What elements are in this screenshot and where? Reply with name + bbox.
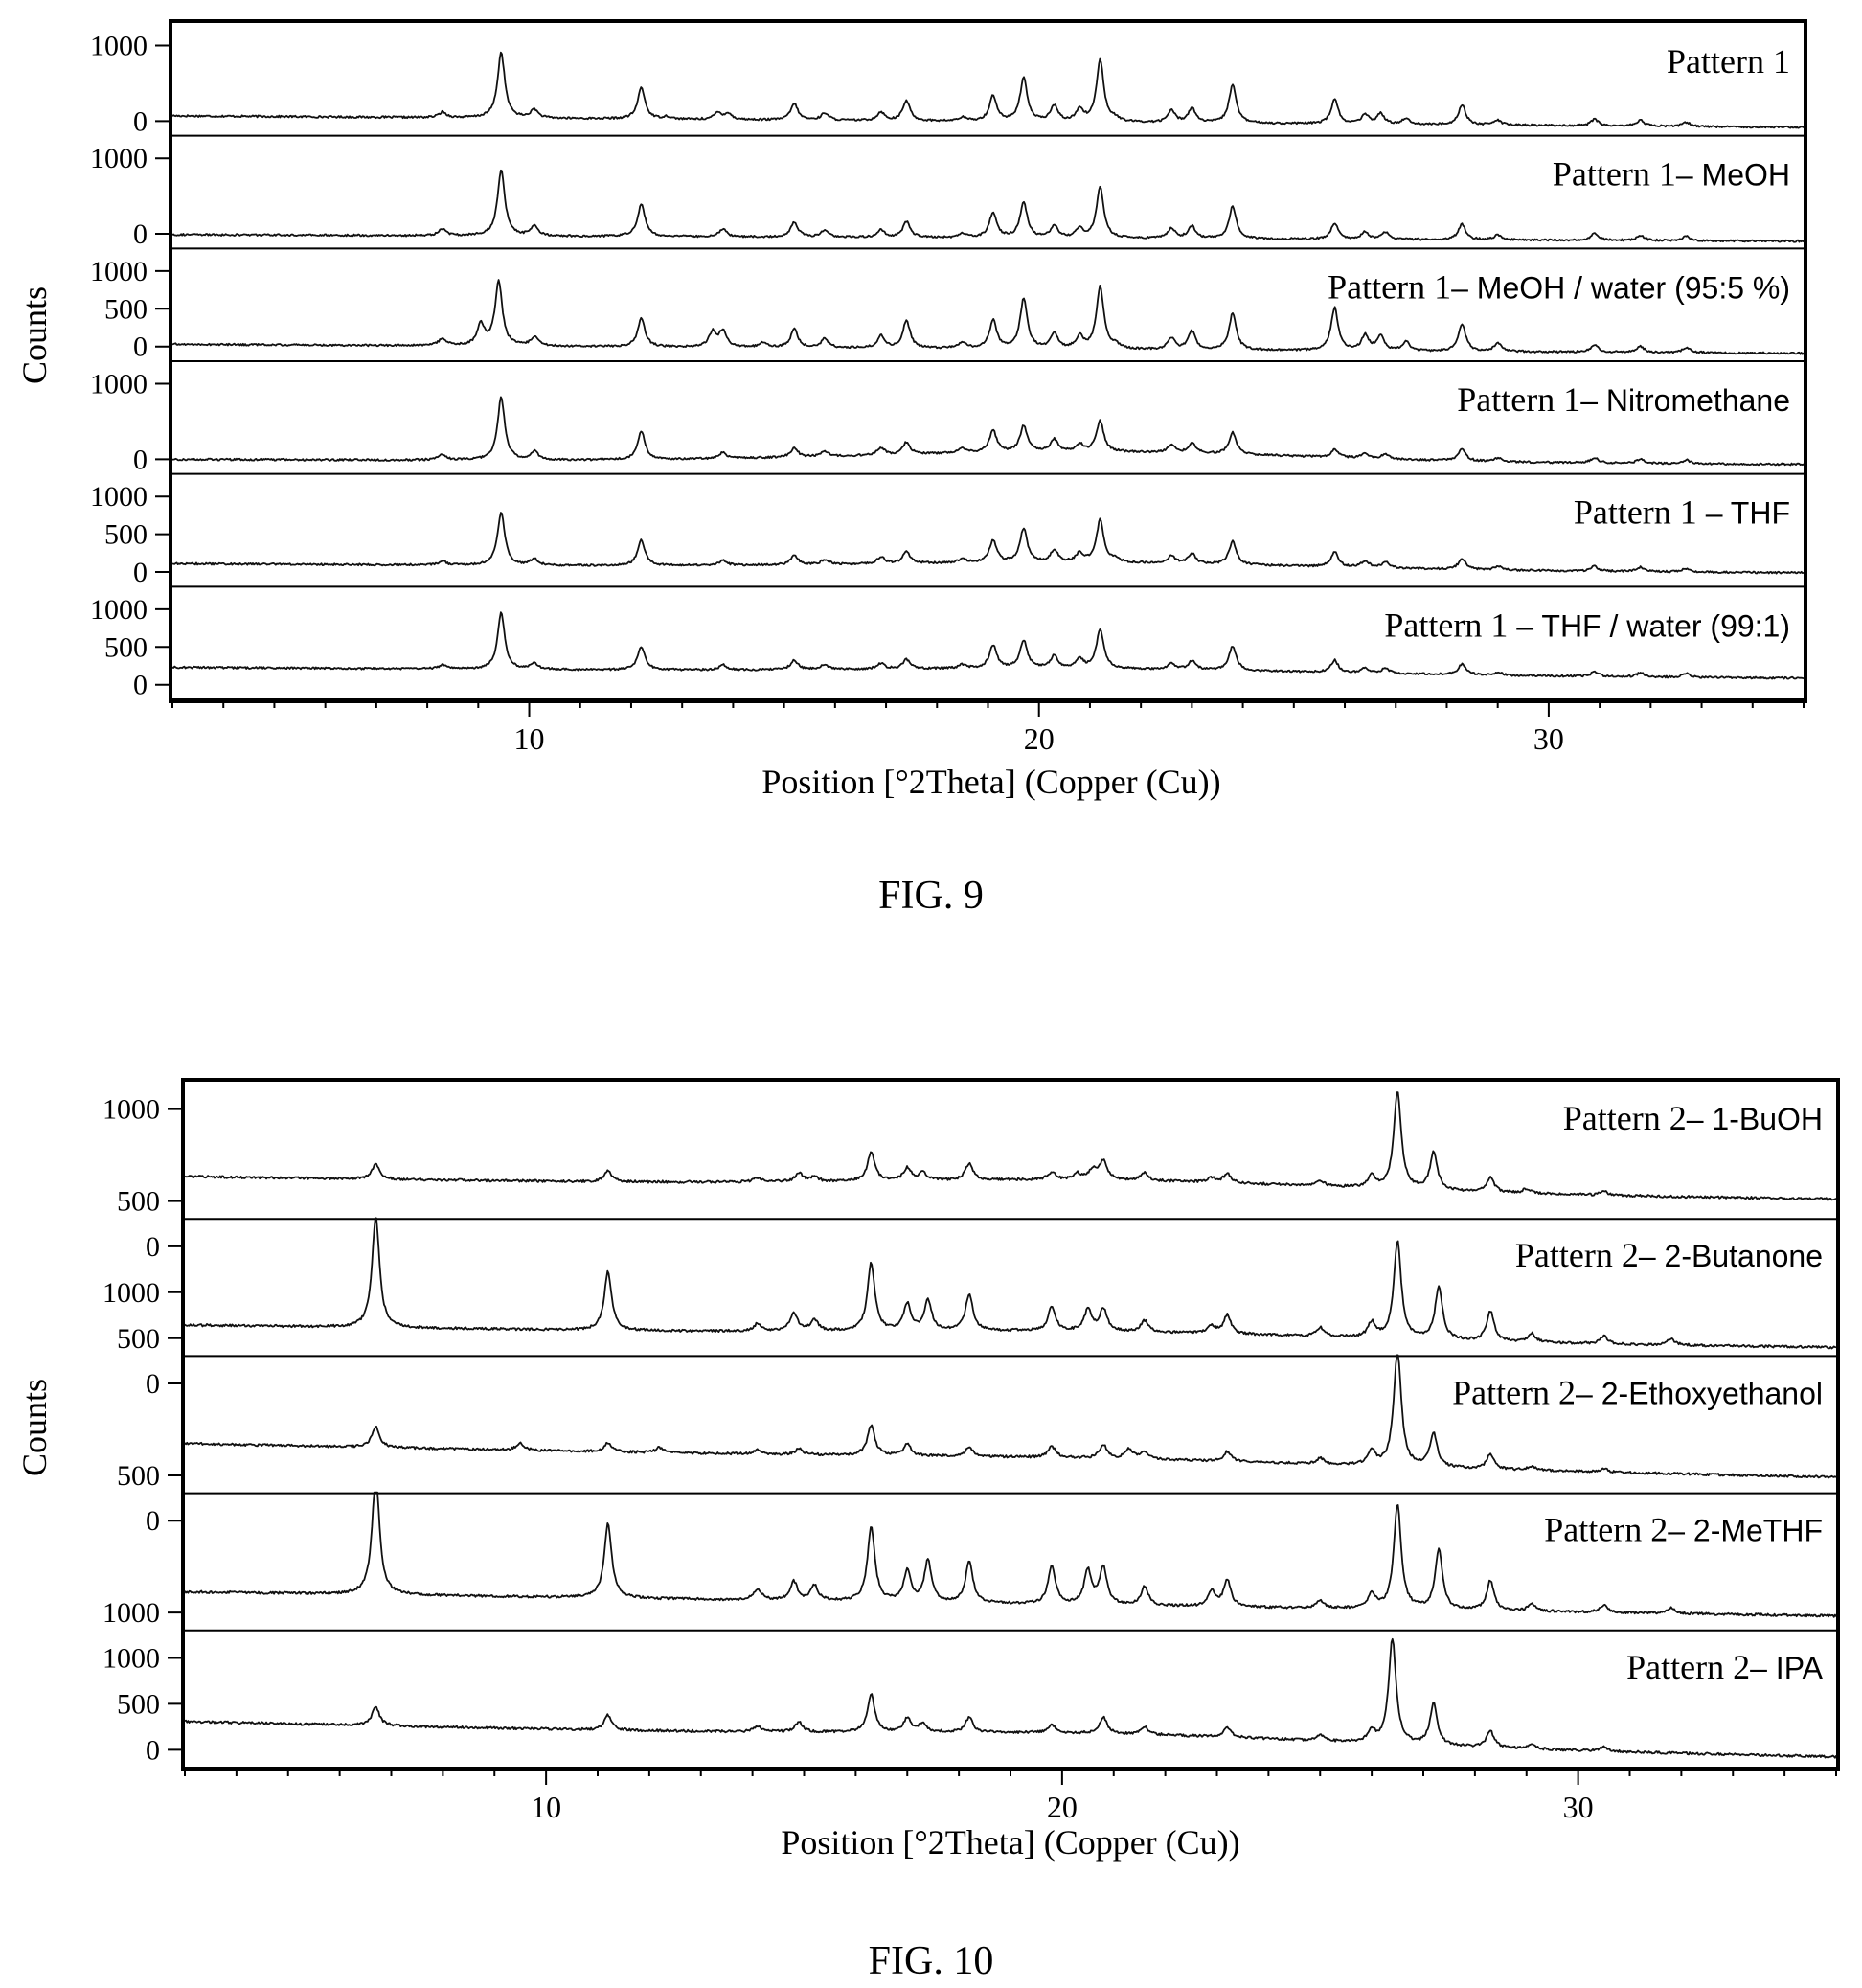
y-tick-label: 0 [133, 105, 148, 137]
y-tick-label: 500 [104, 631, 148, 663]
series-label-pattern: Pattern 1 [1384, 606, 1508, 644]
x-tick-label: 30 [1533, 721, 1564, 756]
y-tick-label: 1000 [90, 143, 148, 174]
y-tick-label: 1000 [102, 1094, 160, 1126]
y-tick-label: 500 [117, 1688, 160, 1720]
x-tick-label: 20 [1047, 1790, 1078, 1824]
y-tick-label: 1000 [90, 31, 148, 62]
series-label: Pattern 2– 1-BuOH [1563, 1099, 1823, 1137]
y-tick-label: 1000 [102, 1277, 160, 1309]
y-tick-label: 1000 [90, 256, 148, 287]
y-tick-label: 0 [146, 1734, 160, 1766]
y-tick-label: 500 [104, 293, 148, 325]
fig10-x-axis-label: Position [°2Theta] (Copper (Cu)) [781, 1823, 1239, 1862]
series-label-pattern: Pattern 2 [1563, 1099, 1687, 1137]
xrpd-trace [184, 1637, 1837, 1759]
x-tick-label: 10 [514, 721, 545, 756]
y-tick-label: 1000 [90, 369, 148, 400]
y-tick-label: 0 [146, 1368, 160, 1400]
y-tick-label: 500 [104, 519, 148, 551]
series-label-pattern: Pattern 2 [1452, 1373, 1576, 1411]
fig10-y-axis-label: Counts [15, 1379, 54, 1476]
y-tick-label: 0 [133, 557, 148, 588]
fig9-x-axis: 10 20 30 [171, 698, 1805, 756]
series-label: Pattern 1– Nitromethane [1457, 380, 1790, 419]
series-label-suffix: – 2-Butanone [1639, 1239, 1823, 1273]
y-tick-label: 0 [133, 331, 148, 363]
series-label: Pattern 2– IPA [1626, 1648, 1824, 1686]
xrpd-trace [171, 611, 1805, 680]
series-label-pattern: Pattern 1 [1574, 493, 1697, 532]
series-label-suffix: – THF [1697, 496, 1790, 531]
series-label-suffix: – MeOH [1676, 158, 1790, 193]
xrpd-trace [171, 512, 1805, 575]
series-label: Pattern 1– MeOH [1553, 155, 1790, 194]
series-label-suffix: – Nitromethane [1580, 383, 1790, 418]
series-label-suffix: – MeOH / water (95:5 %) [1451, 270, 1790, 305]
series-label: Pattern 2– 2-Butanone [1515, 1236, 1823, 1274]
xrpd-trace [184, 1354, 1837, 1479]
fig10-caption: FIG. 10 [869, 1939, 994, 1983]
y-tick-label: 0 [133, 670, 148, 701]
series-label: Pattern 1 – THF / water (99:1) [1384, 606, 1790, 644]
xrpd-trace [184, 1491, 1837, 1618]
series-label: Pattern 1 – THF [1574, 493, 1790, 532]
xrpd-trace [171, 396, 1805, 467]
series-label: Pattern 1– MeOH / water (95:5 %) [1328, 267, 1790, 306]
series-label-pattern: Pattern 1 [1328, 267, 1451, 306]
y-tick-label: 1000 [102, 1642, 160, 1674]
x-tick-label: 30 [1563, 1790, 1594, 1824]
fig9-caption: FIG. 9 [878, 874, 984, 918]
fig10-x-axis: 10 20 30 [184, 1767, 1837, 1824]
series-label-suffix: – IPA [1750, 1651, 1824, 1685]
series-label-pattern: Pattern 1 [1667, 42, 1790, 80]
fig9-x-axis-label: Position [°2Theta] (Copper (Cu)) [761, 763, 1220, 801]
series-label-pattern: Pattern 2 [1544, 1511, 1668, 1549]
y-tick-label: 0 [146, 1505, 160, 1537]
series-label-pattern: Pattern 2 [1626, 1648, 1750, 1686]
fig10-frame [181, 1078, 1840, 1771]
y-tick-label: 500 [117, 1323, 160, 1355]
series-label-pattern: Pattern 2 [1515, 1236, 1639, 1274]
series-label-suffix: – THF / water (99:1) [1508, 608, 1790, 643]
fig9-y-axis-label: Counts [15, 286, 54, 384]
y-tick-label: 500 [117, 1186, 160, 1218]
y-tick-label: 0 [133, 218, 148, 250]
xrpd-trace [184, 1217, 1837, 1350]
xrpd-trace [171, 51, 1805, 129]
series-label: Pattern 1 [1667, 42, 1790, 80]
y-tick-label: 0 [133, 444, 148, 475]
series-label-pattern: Pattern 1 [1457, 380, 1580, 419]
series-label-pattern: Pattern 1 [1553, 155, 1676, 194]
y-tick-label: 1000 [90, 481, 148, 513]
y-tick-label: 0 [146, 1231, 160, 1263]
series-label: Pattern 2– 2-MeTHF [1544, 1511, 1823, 1549]
series-label-suffix: – 1-BuOH [1687, 1102, 1823, 1136]
xrpd-trace [171, 169, 1805, 243]
y-tick-label: 500 [117, 1460, 160, 1492]
series-label-suffix: – 2-Ethoxyethanol [1576, 1376, 1823, 1410]
xrpd-trace [171, 279, 1805, 355]
series-label: Pattern 2– 2-Ethoxyethanol [1452, 1373, 1823, 1411]
x-tick-label: 20 [1024, 721, 1055, 756]
x-tick-label: 10 [531, 1790, 561, 1824]
xrpd-trace [184, 1091, 1837, 1201]
y-tick-label: 1000 [102, 1597, 160, 1629]
series-label-suffix: – 2-MeTHF [1668, 1514, 1823, 1548]
y-tick-label: 1000 [90, 594, 148, 626]
